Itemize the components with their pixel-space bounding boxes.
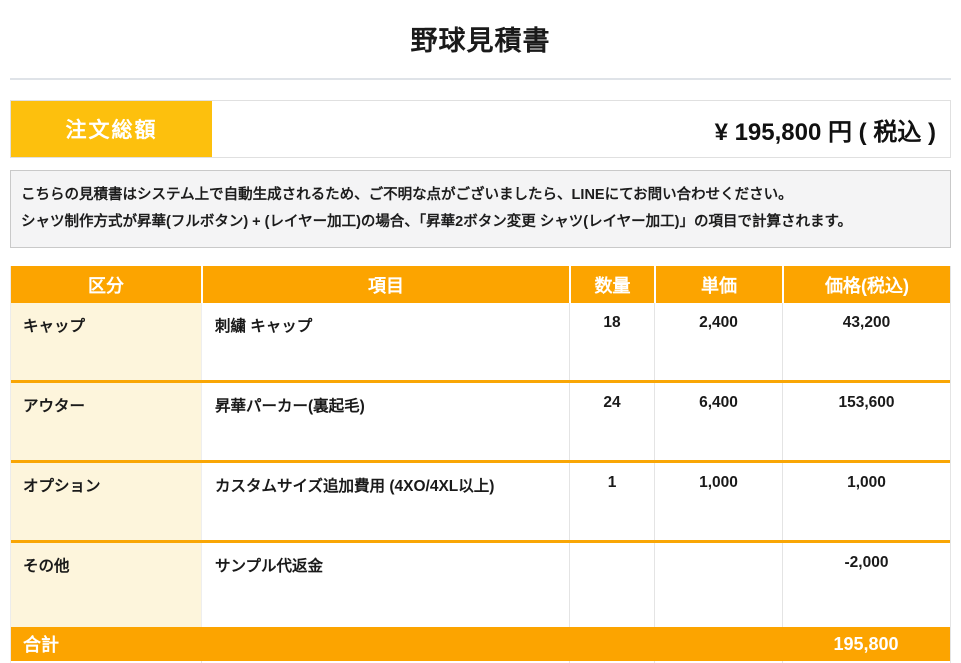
notice-box: こちらの見積書はシステム上で自動生成されるため、ご不明な点がございましたら、LI… <box>10 170 951 248</box>
cell-unit-price: 1,000 <box>654 463 782 540</box>
header-item: 項目 <box>201 266 569 303</box>
notice-line-2: シャツ制作方式が昇華(フルボタン) + (レイヤー加工)の場合、「昇華2ボタン変… <box>21 214 853 230</box>
cell-price: -2,000 <box>782 543 950 627</box>
table-row: オプション カスタムサイズ追加費用 (4XO/4XL以上) 1 1,000 1,… <box>11 463 950 543</box>
partial-cell <box>569 661 654 663</box>
cell-category: キャップ <box>11 303 201 380</box>
cell-qty: 24 <box>569 383 654 460</box>
table-row: キャップ 刺繍 キャップ 18 2,400 43,200 <box>11 303 950 383</box>
partial-cell <box>201 661 569 663</box>
table-row: その他 サンプル代返金 -2,000 <box>11 543 950 627</box>
cell-qty <box>569 543 654 627</box>
order-total-amount: ¥ 195,800 円 ( 税込 ) <box>714 118 936 146</box>
cell-price: 153,600 <box>782 383 950 460</box>
total-value: 195,800 <box>833 633 899 654</box>
cell-unit-price: 2,400 <box>654 303 782 380</box>
cell-price: 1,000 <box>782 463 950 540</box>
total-label: 合計 <box>23 635 59 655</box>
partial-cell <box>654 661 782 663</box>
cell-unit-price <box>654 543 782 627</box>
cell-item: サンプル代返金 <box>201 543 569 627</box>
cell-qty: 1 <box>569 463 654 540</box>
cell-item: 刺繍 キャップ <box>201 303 569 380</box>
header-qty: 数量 <box>569 266 654 303</box>
cell-item: 昇華パーカー(裏起毛) <box>201 383 569 460</box>
cell-category: その他 <box>11 543 201 627</box>
table-row: アウター 昇華パーカー(裏起毛) 24 6,400 153,600 <box>11 383 950 463</box>
title-divider <box>10 78 951 80</box>
cell-item: カスタムサイズ追加費用 (4XO/4XL以上) <box>201 463 569 540</box>
page-title: 野球見積書 <box>410 26 551 56</box>
cell-category: アウター <box>11 383 201 460</box>
partial-cell <box>782 661 950 663</box>
order-total-strip: 注文総額 ¥ 195,800 円 ( 税込 ) <box>10 100 951 158</box>
header-unit-price: 単価 <box>654 266 782 303</box>
cell-qty: 18 <box>569 303 654 380</box>
table-total-row: 合計 195,800 <box>11 627 950 661</box>
table-header-row: 区分 項目 数量 単価 価格(税込) <box>11 266 950 303</box>
table-partial-row <box>11 661 950 663</box>
header-category: 区分 <box>88 275 124 296</box>
cell-price: 43,200 <box>782 303 950 380</box>
order-total-label: 注文総額 <box>11 101 212 157</box>
quote-table: 区分 項目 数量 単価 価格(税込) キャップ 刺繍 キャップ 18 2,400… <box>10 266 951 663</box>
header-price: 価格(税込) <box>782 266 950 303</box>
notice-line-1: こちらの見積書はシステム上で自動生成されるため、ご不明な点がございましたら、LI… <box>21 187 793 203</box>
cell-category: オプション <box>11 463 201 540</box>
cell-unit-price: 6,400 <box>654 383 782 460</box>
